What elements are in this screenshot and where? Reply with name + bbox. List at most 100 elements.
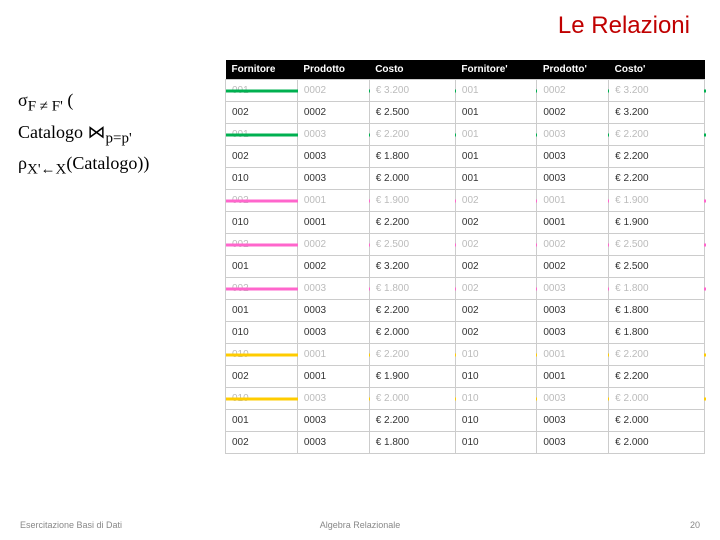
- table-cell: 0001: [297, 212, 369, 234]
- table-cell: € 2.200: [609, 168, 705, 190]
- table-row: 0020001€ 1.9000100001€ 2.200: [226, 366, 705, 388]
- column-header: Fornitore': [455, 60, 536, 80]
- table-row: 0100001€ 2.2000100001€ 2.200: [226, 344, 705, 366]
- table-row: 0010003€ 2.2000020003€ 1.800: [226, 300, 705, 322]
- table-cell: 0002: [297, 80, 369, 102]
- column-header: Fornitore: [226, 60, 298, 80]
- table-cell: 010: [455, 432, 536, 454]
- table-cell: 002: [226, 278, 298, 300]
- table-cell: € 1.900: [369, 190, 455, 212]
- table-cell: € 2.500: [369, 102, 455, 124]
- table-row: 0010003€ 2.2000010003€ 2.200: [226, 124, 705, 146]
- table-cell: 010: [226, 388, 298, 410]
- table-cell: € 1.800: [609, 300, 705, 322]
- table-cell: 002: [226, 102, 298, 124]
- page-title: Le Relazioni: [558, 12, 690, 40]
- table-cell: 0003: [297, 146, 369, 168]
- table-cell: 010: [455, 344, 536, 366]
- table-cell: 001: [226, 124, 298, 146]
- table-cell: 0001: [537, 212, 609, 234]
- table-row: 0020003€ 1.8000100003€ 2.000: [226, 432, 705, 454]
- table-cell: € 2.000: [609, 410, 705, 432]
- table-row: 0100003€ 2.0000020003€ 1.800: [226, 322, 705, 344]
- table-cell: € 2.200: [369, 300, 455, 322]
- catalog-join-table: FornitoreProdottoCostoFornitore'Prodotto…: [225, 60, 705, 454]
- table-cell: 002: [455, 278, 536, 300]
- table-cell: 002: [226, 190, 298, 212]
- table-cell: 001: [226, 300, 298, 322]
- table-cell: 0002: [297, 234, 369, 256]
- column-header: Prodotto': [537, 60, 609, 80]
- table-cell: 001: [226, 256, 298, 278]
- table-cell: € 3.200: [609, 80, 705, 102]
- table-cell: € 2.500: [609, 234, 705, 256]
- table-cell: 0003: [537, 410, 609, 432]
- table-cell: € 2.200: [369, 124, 455, 146]
- table-row: 0100003€ 2.0000010003€ 2.200: [226, 168, 705, 190]
- table-cell: 0001: [297, 190, 369, 212]
- table-cell: 001: [455, 124, 536, 146]
- table-cell: 0003: [537, 388, 609, 410]
- table-cell: € 1.800: [609, 322, 705, 344]
- table-cell: € 2.500: [609, 256, 705, 278]
- table-cell: 0003: [297, 432, 369, 454]
- table-cell: 0001: [537, 366, 609, 388]
- table-row: 0010002€ 3.2000010002€ 3.200: [226, 80, 705, 102]
- table-cell: € 2.200: [369, 212, 455, 234]
- table-row: 0010002€ 3.2000020002€ 2.500: [226, 256, 705, 278]
- table-cell: 010: [226, 212, 298, 234]
- table-cell: 010: [226, 344, 298, 366]
- table-cell: € 2.000: [369, 168, 455, 190]
- table-cell: 0003: [537, 124, 609, 146]
- table-cell: € 2.000: [609, 388, 705, 410]
- table-cell: € 1.800: [369, 432, 455, 454]
- table-cell: 0003: [537, 322, 609, 344]
- footer-center: Algebra Relazionale: [320, 520, 401, 530]
- table-cell: 0003: [537, 168, 609, 190]
- footer-left: Esercitazione Basi di Dati: [20, 520, 122, 530]
- table-cell: 0003: [297, 124, 369, 146]
- table-cell: 0001: [537, 190, 609, 212]
- table-cell: 0003: [297, 278, 369, 300]
- table-cell: 0003: [297, 168, 369, 190]
- table-header: FornitoreProdottoCostoFornitore'Prodotto…: [226, 60, 705, 80]
- table-cell: 0001: [297, 366, 369, 388]
- table-cell: € 2.500: [369, 234, 455, 256]
- table-cell: 0002: [537, 80, 609, 102]
- table-cell: 010: [455, 388, 536, 410]
- table-row: 0020001€ 1.9000020001€ 1.900: [226, 190, 705, 212]
- formula-line-3: ρX'←X(Catalogo)): [18, 153, 218, 179]
- table-cell: 0002: [537, 102, 609, 124]
- column-header: Costo: [369, 60, 455, 80]
- table-cell: 001: [455, 80, 536, 102]
- table-cell: 002: [226, 432, 298, 454]
- table-cell: 001: [455, 102, 536, 124]
- table-cell: € 2.200: [609, 124, 705, 146]
- table-cell: 0003: [297, 388, 369, 410]
- table-cell: 0003: [297, 410, 369, 432]
- table-cell: € 1.800: [609, 278, 705, 300]
- table-cell: 010: [455, 366, 536, 388]
- table-row: 0020002€ 2.5000010002€ 3.200: [226, 102, 705, 124]
- slide: Le Relazioni σF ≠ F' ( Catalogo ⋈p=p' ρX…: [0, 0, 720, 540]
- table-cell: 0003: [537, 300, 609, 322]
- formula-line-1: σF ≠ F' (: [18, 90, 218, 116]
- table-row: 0020003€ 1.8000010003€ 2.200: [226, 146, 705, 168]
- table-cell: 002: [455, 256, 536, 278]
- table-cell: € 2.000: [369, 322, 455, 344]
- table-cell: 002: [226, 146, 298, 168]
- table-cell: 0002: [537, 256, 609, 278]
- table-cell: 010: [226, 322, 298, 344]
- column-header: Prodotto: [297, 60, 369, 80]
- table-cell: 001: [455, 146, 536, 168]
- table-cell: € 2.200: [609, 344, 705, 366]
- table-cell: 002: [455, 212, 536, 234]
- table-cell: 002: [226, 366, 298, 388]
- table-cell: 002: [455, 190, 536, 212]
- table-cell: 0001: [537, 344, 609, 366]
- table-cell: 0003: [537, 432, 609, 454]
- table-cell: € 2.200: [369, 410, 455, 432]
- table-body: 0010002€ 3.2000010002€ 3.2000020002€ 2.5…: [226, 80, 705, 454]
- table-cell: € 2.200: [609, 366, 705, 388]
- table-row: 0020002€ 2.5000020002€ 2.500: [226, 234, 705, 256]
